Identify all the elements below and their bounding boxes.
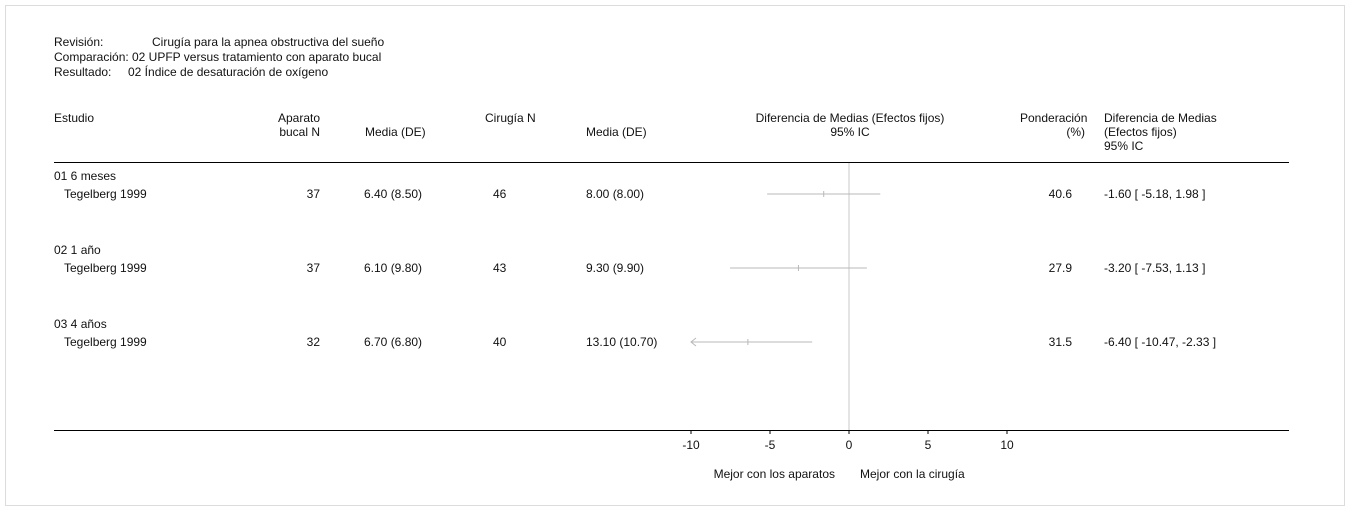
- surgery-mean-sd: 9.30 (9.90): [586, 261, 645, 275]
- device-mean-sd: 6.10 (9.80): [364, 261, 423, 275]
- col-md-3: 95% IC: [1104, 139, 1144, 153]
- study-name: Tegelberg 1999: [64, 187, 147, 201]
- weight-value: 31.5: [1048, 335, 1072, 349]
- md-ci-text: -1.60 [ -5.18, 1.98 ]: [1104, 187, 1206, 201]
- ci-truncation-arrow: [690, 337, 697, 347]
- surgery-n: 46: [493, 187, 507, 201]
- col-plot-1: Diferencia de Medias (Efectos fijos): [755, 111, 945, 125]
- group-label: 01 6 meses: [54, 169, 117, 183]
- col-surgery-n: Cirugía N: [485, 111, 536, 125]
- x-tick-label: -5: [764, 438, 776, 452]
- surgery-n: 40: [493, 335, 507, 349]
- device-mean-sd: 6.40 (8.50): [364, 187, 423, 201]
- col-plot-2: 95% IC: [830, 125, 870, 139]
- comparison-label: Comparación:: [54, 50, 129, 64]
- comparison-value: 02 UPFP versus tratamiento con aparato b…: [132, 50, 382, 64]
- bottom-rule: [54, 430, 1289, 431]
- header-rule: [54, 162, 1289, 163]
- col-device-n-2: bucal N: [279, 125, 320, 139]
- md-ci-text: -3.20 [ -7.53, 1.13 ]: [1104, 261, 1206, 275]
- device-n: 37: [306, 187, 320, 201]
- x-tick-label: 0: [845, 438, 853, 452]
- figure-frame: [5, 5, 1345, 506]
- x-tick-label: -10: [682, 438, 700, 452]
- group-label: 02 1 año: [54, 243, 101, 257]
- outcome-label: Resultado:: [54, 65, 112, 79]
- outcome-value: 02 Índice de desaturación de oxígeno: [128, 65, 329, 79]
- favours-right-label: Mejor con la cirugía: [860, 467, 965, 481]
- study-name: Tegelberg 1999: [64, 335, 147, 349]
- device-mean-sd: 6.70 (6.80): [364, 335, 423, 349]
- weight-value: 40.6: [1048, 187, 1072, 201]
- x-tick-label: 5: [924, 438, 932, 452]
- col-md-1: Diferencia de Medias: [1104, 111, 1217, 125]
- review-label: Revisión:: [54, 35, 104, 49]
- x-tick-label: 10: [1000, 438, 1014, 452]
- surgery-mean-sd: 8.00 (8.00): [586, 187, 645, 201]
- surgery-n: 43: [493, 261, 507, 275]
- col-weight-2: (%): [1066, 125, 1085, 139]
- study-name: Tegelberg 1999: [64, 261, 147, 275]
- favours-left-label: Mejor con los aparatos: [713, 467, 835, 481]
- col-device-n-1: Aparato: [277, 111, 320, 125]
- col-device-mean: Media (DE): [365, 125, 426, 139]
- col-study: Estudio: [54, 111, 95, 125]
- review-value: Cirugía para la apnea obstructiva del su…: [152, 35, 385, 49]
- device-n: 37: [306, 261, 320, 275]
- col-weight-1: Ponderación: [1020, 111, 1088, 125]
- surgery-mean-sd: 13.10 (10.70): [586, 335, 658, 349]
- col-md-2: (Efectos fijos): [1104, 125, 1177, 139]
- col-surgery-mean: Media (DE): [586, 125, 647, 139]
- group-label: 03 4 años: [54, 317, 107, 331]
- md-ci-text: -6.40 [ -10.47, -2.33 ]: [1104, 335, 1217, 349]
- device-n: 32: [306, 335, 320, 349]
- weight-value: 27.9: [1048, 261, 1072, 275]
